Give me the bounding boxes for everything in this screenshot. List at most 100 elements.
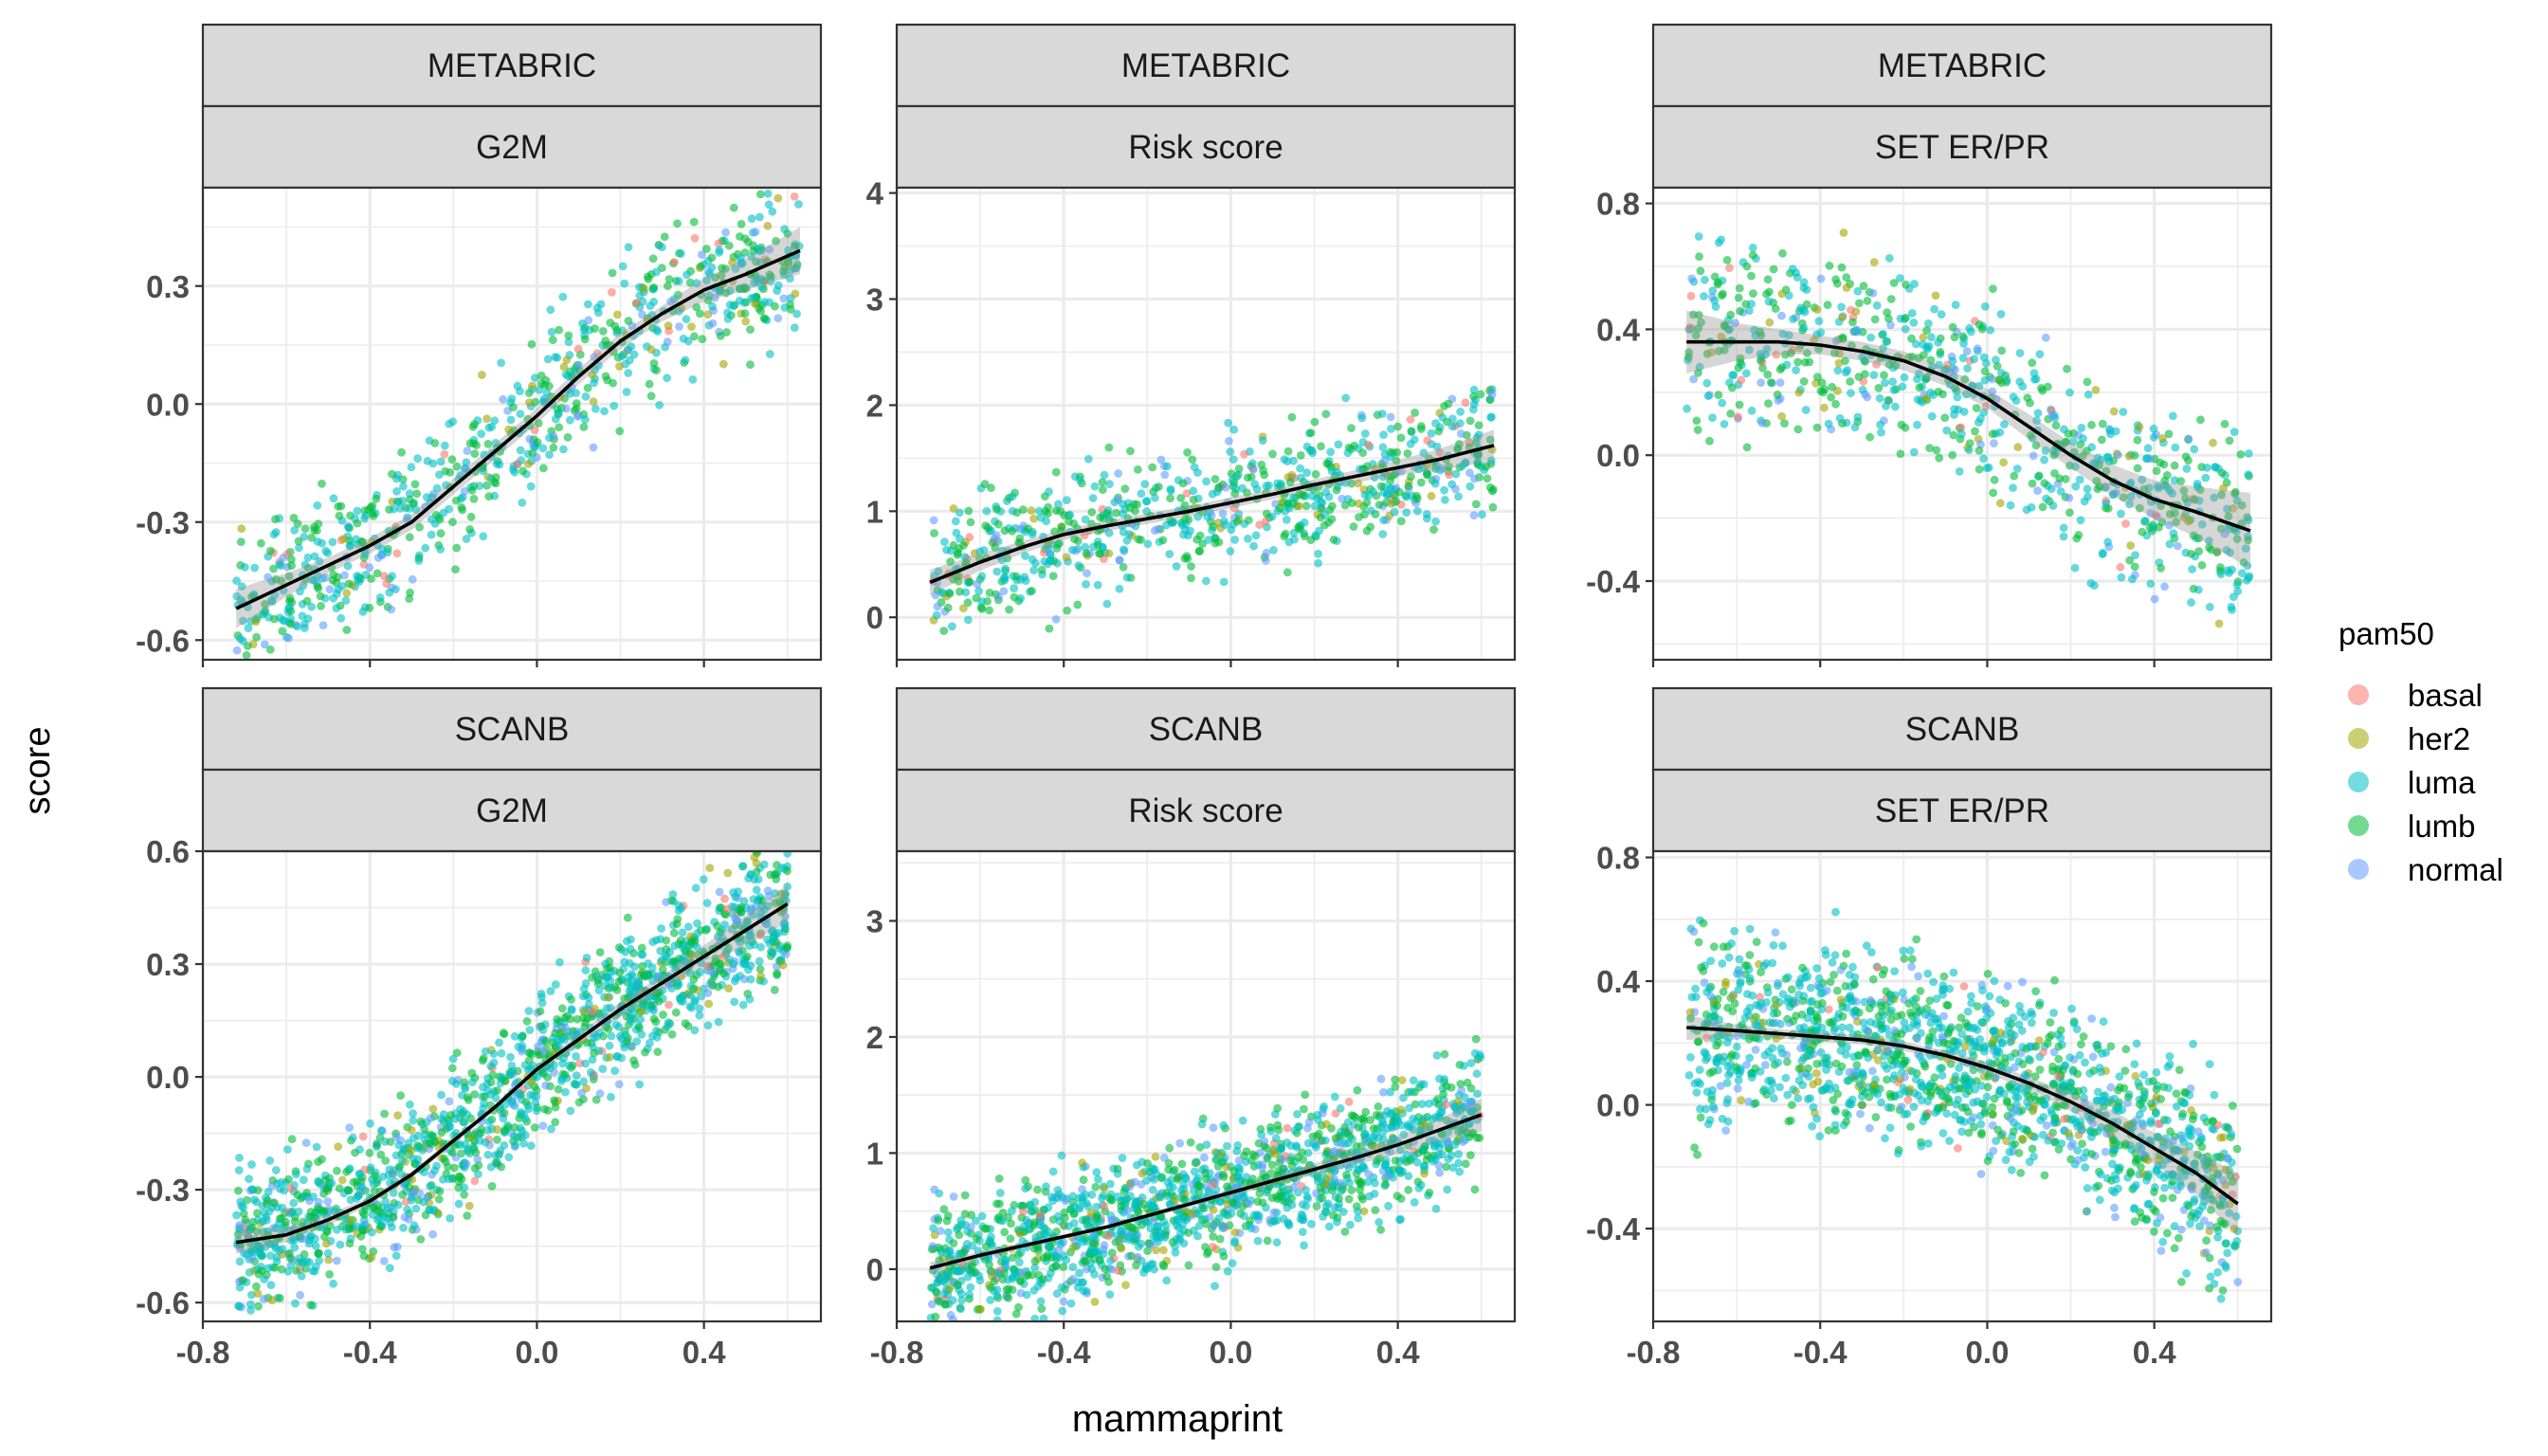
scatter-point (635, 1080, 644, 1089)
scatter-point (1839, 228, 1848, 237)
scatter-point (494, 1151, 503, 1159)
scatter-point (1831, 399, 1840, 409)
scatter-point (995, 1189, 1005, 1197)
scatter-point (1734, 293, 1743, 302)
scatter-point (939, 627, 949, 635)
scatter-point (648, 254, 658, 264)
scatter-point (987, 483, 995, 493)
scatter-point (414, 556, 424, 565)
scatter-point (1142, 1176, 1151, 1185)
scatter-point (1344, 1097, 1354, 1106)
scatter-point (1240, 449, 1248, 459)
scatter-point (2197, 560, 2207, 570)
scatter-point (2149, 424, 2158, 433)
scatter-point (473, 1155, 482, 1164)
scatter-point (1984, 463, 1993, 472)
scatter-point (435, 470, 444, 480)
scatter-point (1180, 500, 1190, 510)
scatter-point (1081, 515, 1090, 524)
scatter-point (1963, 364, 1973, 373)
scatter-point (581, 1059, 591, 1068)
scatter-point (737, 260, 746, 268)
scatter-point (559, 1054, 569, 1063)
scatter-point (1340, 479, 1350, 487)
scatter-point (1999, 458, 2009, 467)
scatter-point (695, 1004, 704, 1013)
scatter-point (1052, 1289, 1062, 1299)
scatter-point (2188, 565, 2197, 573)
scatter-point (260, 640, 269, 649)
scatter-point (674, 277, 683, 285)
scatter-point (992, 504, 1001, 514)
facet-strip-label: G2M (476, 792, 548, 829)
scatter-point (238, 636, 247, 646)
scatter-point (409, 1134, 418, 1143)
scatter-point (334, 585, 343, 594)
scatter-point (708, 318, 718, 328)
scatter-point (741, 317, 751, 326)
scatter-point (1979, 408, 1989, 417)
scatter-point (451, 565, 460, 573)
scatter-point (1799, 278, 1809, 287)
scatter-point (614, 1080, 624, 1089)
scatter-point (314, 584, 323, 592)
scatter-point (959, 541, 968, 550)
scatter-point (1936, 347, 1945, 356)
scatter-point (2217, 490, 2226, 500)
scatter-point (929, 516, 938, 525)
facet-strip (201, 686, 823, 772)
scatter-point (543, 355, 553, 364)
scatter-point (495, 1038, 503, 1047)
scatter-point (667, 1029, 677, 1039)
scatter-point (618, 262, 628, 271)
scatter-point (235, 1221, 244, 1229)
facet-strip (895, 23, 1517, 108)
scatter-point (1475, 1134, 1484, 1142)
scatter-point (526, 1141, 536, 1151)
scatter-point (1317, 442, 1325, 451)
scatter-point (1037, 565, 1046, 574)
scatter-point (278, 1203, 286, 1212)
scatter-point (565, 1061, 573, 1070)
scatter-point (405, 594, 414, 603)
scatter-point (1187, 562, 1195, 571)
scatter-point (1404, 1185, 1413, 1194)
scatter-point (1902, 280, 1910, 289)
scatter-point (2087, 421, 2096, 429)
scatter-point (1762, 344, 1772, 354)
scatter-point (1396, 517, 1406, 526)
scatter-point (1714, 391, 1723, 400)
scatter-point (1093, 580, 1102, 590)
scatter-point (716, 332, 725, 340)
scatter-point (1249, 541, 1258, 551)
scatter-point (572, 404, 581, 413)
scatter-point (1354, 499, 1363, 508)
scatter-point (289, 514, 299, 522)
scatter-point (1367, 506, 1375, 516)
scatter-point (956, 535, 964, 543)
scatter-point (1120, 484, 1130, 494)
scatter-point (2205, 537, 2213, 545)
scatter-point (2140, 517, 2150, 525)
scatter-point (1126, 446, 1135, 456)
scatter-point (396, 1091, 405, 1101)
scatter-point (1182, 552, 1192, 561)
scatter-point (1318, 1193, 1327, 1203)
scatter-point (1406, 440, 1415, 448)
scatter-point (376, 1150, 386, 1159)
scatter-point (302, 1189, 312, 1197)
scatter-point (1847, 389, 1855, 398)
scatter-point (1005, 605, 1013, 614)
scatter-point (1265, 481, 1273, 490)
scatter-point (1155, 482, 1163, 491)
scatter-point (497, 1048, 506, 1058)
scatter-point (290, 1217, 300, 1227)
scatter-point (445, 504, 453, 514)
scatter-point (1407, 472, 1415, 482)
scatter-point (1087, 519, 1096, 529)
scatter-point (2033, 409, 2043, 418)
scatter-point (649, 283, 659, 292)
scatter-point (365, 603, 374, 612)
scatter-point (612, 986, 622, 994)
scatter-point (1837, 302, 1846, 312)
